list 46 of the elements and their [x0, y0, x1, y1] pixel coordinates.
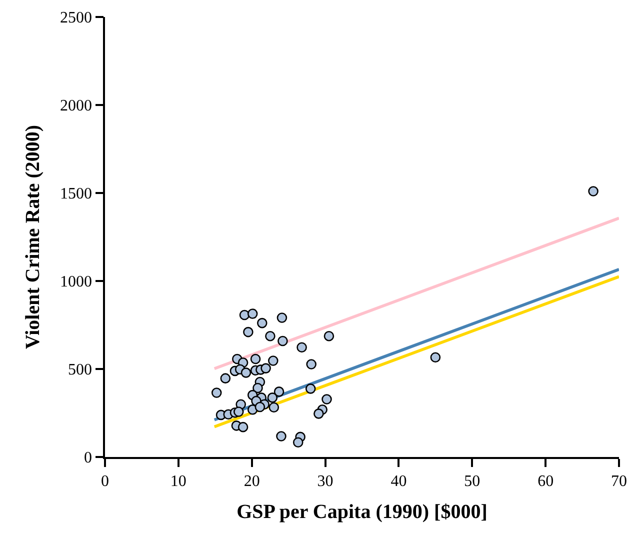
x-tick-label: 20 [244, 472, 260, 490]
y-tick-label: 500 [68, 362, 92, 379]
y-axis-title: Violent Crime Rate (2000) [22, 124, 44, 350]
point [268, 402, 280, 413]
point [254, 402, 266, 412]
y-tick-label: 1000 [60, 274, 92, 291]
x-tick-label: 10 [170, 472, 186, 490]
point [292, 437, 304, 448]
x-tick-label: 0 [101, 472, 109, 490]
point [274, 386, 284, 397]
point [324, 330, 334, 342]
y-tick-label: 2500 [60, 10, 92, 27]
point [267, 392, 278, 403]
point [322, 394, 332, 404]
y-tick-label: 2000 [60, 98, 92, 115]
x-tick-label: 40 [390, 472, 407, 490]
y-tick-label: 0 [84, 450, 92, 467]
point [220, 373, 231, 384]
x-tick-label: 60 [538, 472, 554, 490]
point [240, 368, 252, 378]
point [314, 408, 324, 419]
x-tick-label: 50 [464, 472, 480, 490]
point [233, 406, 244, 417]
point [588, 186, 598, 196]
point [238, 422, 248, 432]
point [268, 356, 278, 366]
point [305, 384, 316, 394]
point [247, 308, 258, 319]
x-tick-label: 30 [317, 472, 334, 490]
point [250, 354, 261, 364]
point [243, 326, 254, 338]
point [256, 318, 268, 328]
point [296, 342, 307, 352]
point [306, 359, 316, 370]
y-tick-label: 1500 [60, 186, 92, 203]
x-tick-label: 70 [611, 472, 627, 490]
point [260, 363, 271, 374]
x-axis-title: GSP per Capita (1990) [$000] [236, 500, 488, 523]
point [211, 388, 222, 398]
point [239, 310, 250, 320]
point [278, 336, 288, 346]
point [265, 330, 276, 342]
point [276, 431, 286, 442]
point [276, 312, 288, 323]
point [252, 382, 263, 394]
point [430, 352, 441, 363]
